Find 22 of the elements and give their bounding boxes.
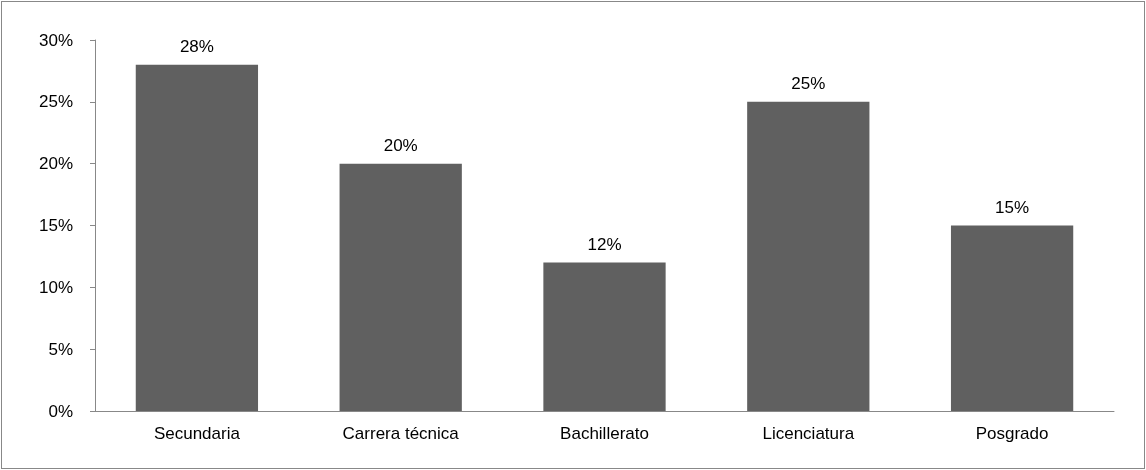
bar — [543, 262, 666, 411]
bar — [135, 64, 259, 411]
y-tick-label: 30% — [38, 30, 73, 50]
data-label: 20% — [383, 135, 418, 155]
bar — [339, 163, 462, 411]
x-tick-label: Bachillerato — [560, 424, 649, 443]
bar — [747, 101, 870, 411]
y-tick-label: 20% — [38, 154, 73, 174]
x-tick-label: Secundaria — [153, 424, 241, 443]
x-tick-label: Posgrado — [975, 424, 1049, 443]
data-label: 12% — [587, 234, 622, 254]
x-tick-label: Carrera técnica — [342, 424, 460, 443]
data-label: 25% — [791, 73, 826, 93]
data-label: 15% — [995, 197, 1030, 217]
bar — [950, 225, 1074, 411]
y-tick-label: 10% — [38, 277, 73, 297]
y-tick-label: 25% — [38, 92, 73, 112]
y-tick-label: 15% — [38, 216, 73, 235]
y-tick-label: 5% — [48, 339, 73, 359]
data-label: 28% — [179, 36, 214, 56]
x-tick-label: Licenciatura — [762, 424, 855, 443]
y-tick-label: 0% — [48, 401, 73, 421]
